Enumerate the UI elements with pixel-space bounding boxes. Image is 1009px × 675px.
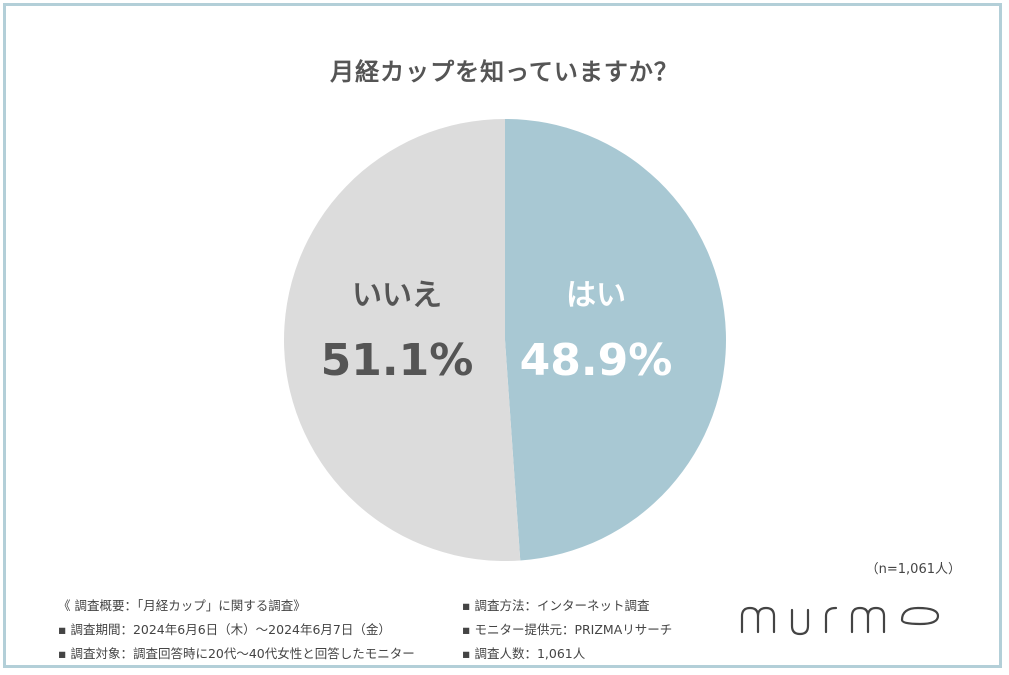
note-line: 《 調査概要：「月経カップ」に関する調査》 (58, 598, 306, 613)
survey-notes-right: ▪ 調査方法：インターネット調査 ▪ モニター提供元：PRIZMAリサーチ ▪ … (462, 594, 672, 666)
murmo-logo (740, 606, 940, 636)
note-line: ▪ 調査人数：1,061人 (462, 646, 586, 661)
chart-title: 月経カップを知っていますか？ (330, 58, 679, 86)
note-line: ▪ 調査方法：インターネット調査 (462, 598, 650, 613)
slice-value-no-wrap: 51.1% (317, 335, 477, 386)
sample-size: （n=1,061人） (865, 562, 961, 577)
note-line: ▪ モニター提供元：PRIZMAリサーチ (462, 622, 673, 637)
slice-label-no: いいえ (317, 270, 477, 314)
slice-category: いいえ (352, 278, 442, 313)
note-line: ▪ 調査対象：調査回答時に20代～40代女性と回答したモニター (58, 646, 415, 661)
chart-frame (3, 3, 1002, 668)
slice-value: 51.1% (320, 335, 474, 386)
pie-slice-yes (505, 119, 727, 561)
note-line: ▪ 調査期間：2024年6月6日（木）～2024年6月7日（金） (58, 622, 391, 637)
survey-notes-left: 《 調査概要：「月経カップ」に関する調査》 ▪ 調査期間：2024年6月6日（木… (58, 594, 415, 666)
slice-value-yes-wrap: 48.9% (516, 335, 676, 386)
pie-slice-no (284, 119, 521, 561)
slice-value: 48.9% (519, 335, 673, 386)
slice-label-yes: はい (516, 270, 676, 314)
slice-category: はい (566, 278, 626, 313)
